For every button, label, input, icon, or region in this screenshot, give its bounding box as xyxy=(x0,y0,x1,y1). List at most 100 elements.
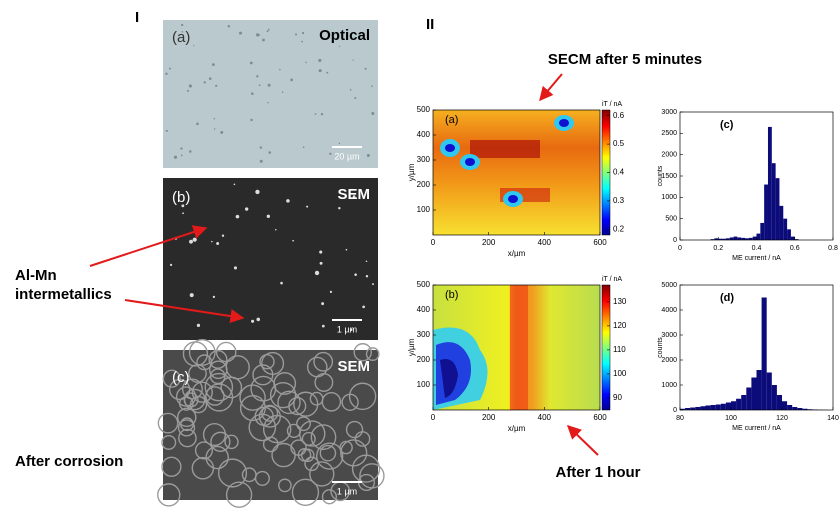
texture-dot xyxy=(362,305,365,308)
texture-dot xyxy=(282,91,284,93)
bar xyxy=(746,388,751,411)
annotation: After corrosion xyxy=(15,453,123,470)
x-tick-label: 80 xyxy=(676,415,684,422)
colorbar-label: iT / nA xyxy=(602,276,622,283)
texture-dot xyxy=(256,33,259,36)
x-tick-label: 400 xyxy=(538,238,552,247)
texture-dot xyxy=(169,68,171,70)
texture-dot xyxy=(354,97,356,99)
bar xyxy=(768,127,772,240)
texture-dot xyxy=(182,212,184,214)
texture-dot xyxy=(371,85,373,87)
panel-label: II xyxy=(426,16,434,33)
texture-dot xyxy=(174,156,177,159)
axes-frame xyxy=(680,112,833,240)
texture-dot xyxy=(216,242,219,245)
texture-dot xyxy=(239,32,242,35)
texture-dot xyxy=(212,63,215,66)
texture-dot xyxy=(267,215,270,218)
bar xyxy=(753,237,757,240)
colorbar-tick-label: 0.3 xyxy=(613,196,625,205)
bar xyxy=(764,185,768,240)
colorbar-tick-label: 120 xyxy=(613,321,627,330)
texture-dot xyxy=(321,113,323,115)
texture-dot xyxy=(214,118,216,120)
bar xyxy=(776,178,780,240)
figure: I (a) Optical 20 µm (b) SEM 1 µm (c) SEM… xyxy=(0,0,839,513)
y-tick-label: 500 xyxy=(665,216,677,223)
x-axis-label: x/µm xyxy=(508,424,526,433)
texture-dot xyxy=(329,153,331,155)
texture-dot xyxy=(189,240,193,244)
texture-dot xyxy=(367,154,370,157)
texture-dot xyxy=(220,131,223,134)
texture-dot xyxy=(236,215,240,219)
y-tick-label: 4000 xyxy=(661,307,677,314)
bar xyxy=(736,399,741,410)
texture-dot xyxy=(259,84,261,86)
bar xyxy=(757,370,762,410)
y-tick-label: 400 xyxy=(417,305,431,314)
x-tick-label: 120 xyxy=(776,415,788,422)
texture-dot xyxy=(371,112,374,115)
texture-dot xyxy=(251,92,254,95)
texture-dot xyxy=(170,264,172,266)
texture-dot xyxy=(321,302,324,305)
texture-dot xyxy=(268,151,271,154)
y-tick-label: 3000 xyxy=(661,109,677,116)
y-tick-label: 200 xyxy=(417,355,431,364)
colorbar-tick-label: 130 xyxy=(613,297,627,306)
bar xyxy=(772,385,777,410)
image-label: (a) xyxy=(172,29,190,46)
y-tick-label: 1000 xyxy=(661,382,677,389)
texture-dot xyxy=(262,39,265,42)
texture-dot xyxy=(204,81,206,83)
y-tick-label: 100 xyxy=(417,205,431,214)
texture-dot xyxy=(245,207,248,210)
annotation: Al-Mn xyxy=(15,267,57,284)
colorbar xyxy=(602,285,610,410)
texture-dot xyxy=(256,318,260,322)
annotation: SECM after 5 minutes xyxy=(548,51,702,68)
y-axis-label: counts xyxy=(657,337,664,358)
bar xyxy=(772,163,776,240)
x-tick-label: 140 xyxy=(827,415,839,422)
x-tick-label: 0 xyxy=(431,413,436,422)
texture-dot xyxy=(301,41,303,43)
x-axis-label: x/µm xyxy=(508,249,526,258)
colorbar-tick-label: 0.2 xyxy=(613,224,625,233)
bar xyxy=(783,219,787,240)
map-label: (b) xyxy=(445,289,458,301)
y-axis-label: counts xyxy=(657,165,664,186)
y-tick-label: 1000 xyxy=(661,194,677,201)
texture-dot xyxy=(193,45,194,46)
texture-dot xyxy=(181,155,183,157)
x-tick-label: 0.8 xyxy=(828,245,838,252)
texture-dot xyxy=(268,84,271,87)
texture-dot xyxy=(197,324,200,327)
x-tick-label: 600 xyxy=(593,238,607,247)
bar xyxy=(731,401,736,410)
page: I (a) Optical 20 µm (b) SEM 1 µm (c) SEM… xyxy=(0,0,839,513)
y-tick-label: 300 xyxy=(417,155,431,164)
bar xyxy=(757,234,761,240)
bar xyxy=(721,404,726,410)
colorbar-label: iT / nA xyxy=(602,101,622,108)
texture-dot xyxy=(290,78,293,81)
texture-dot xyxy=(222,235,224,237)
x-tick-label: 0 xyxy=(431,238,436,247)
texture-dot xyxy=(322,325,325,328)
scale-label: 1 µm xyxy=(337,324,357,334)
bar xyxy=(741,395,746,410)
bar xyxy=(760,223,764,240)
image-label: (c) xyxy=(172,369,190,386)
bar xyxy=(791,237,795,240)
texture-dot xyxy=(180,147,182,149)
image-label: (b) xyxy=(172,189,190,206)
texture-dot xyxy=(318,59,321,62)
texture-dot xyxy=(267,30,269,32)
colorbar-tick-label: 110 xyxy=(613,345,626,354)
colorbar-tick-label: 90 xyxy=(613,393,622,402)
x-tick-label: 200 xyxy=(482,413,496,422)
texture-dot xyxy=(190,293,194,297)
